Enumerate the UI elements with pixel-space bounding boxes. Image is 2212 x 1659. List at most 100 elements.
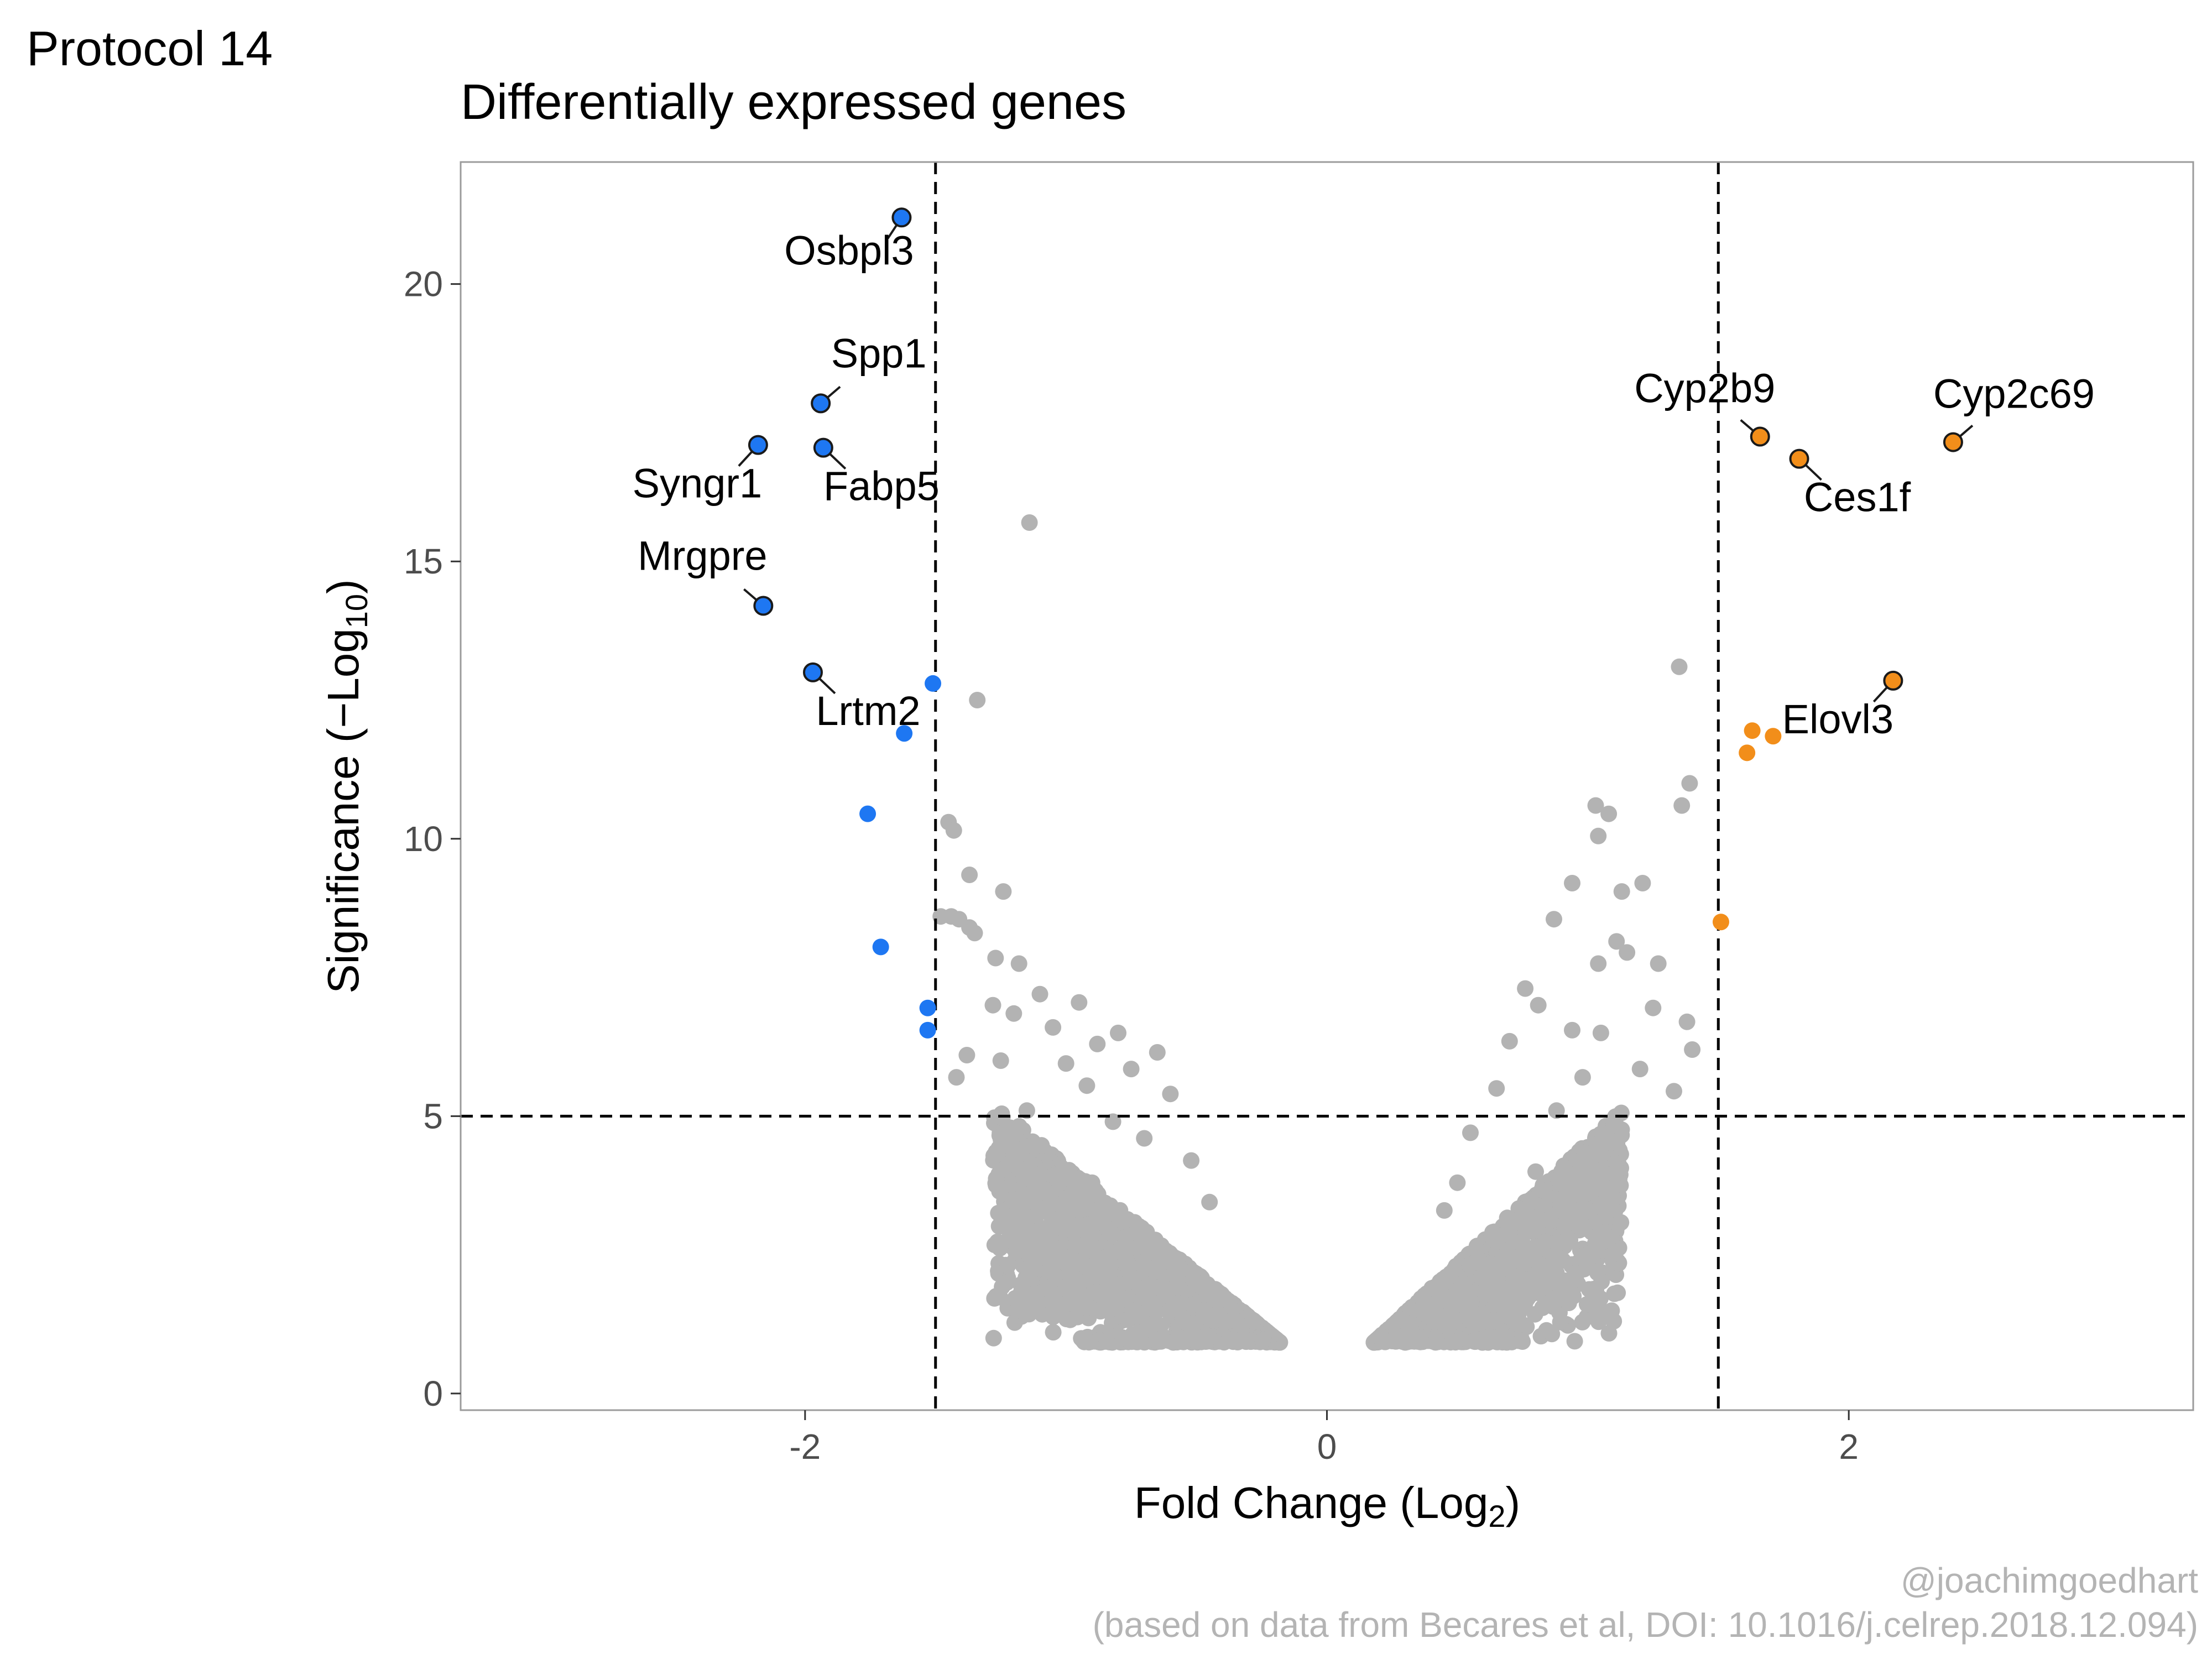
gray-point xyxy=(1015,1164,1032,1181)
significant-points xyxy=(859,675,1782,1039)
gray-point xyxy=(1470,1251,1487,1268)
chart-title: Differentially expressed genes xyxy=(461,75,1126,130)
gray-point xyxy=(961,867,978,883)
y-tick-label: 15 xyxy=(404,541,443,581)
gray-point xyxy=(1089,1249,1107,1266)
gray-point xyxy=(1045,1308,1062,1326)
downregulated-labeled-point xyxy=(802,662,823,682)
gray-point xyxy=(969,692,986,708)
gray-point xyxy=(1603,1229,1620,1246)
x-tick-label: -2 xyxy=(789,1427,821,1467)
gray-point xyxy=(1600,1325,1618,1342)
gray-point xyxy=(1598,1193,1615,1210)
upregulated-labeled-point xyxy=(1789,448,1809,469)
downregulated-point xyxy=(925,675,942,692)
gray-point xyxy=(1561,1166,1577,1183)
gray-point xyxy=(1486,1232,1504,1249)
gray-point xyxy=(1558,1196,1575,1213)
gray-point xyxy=(1178,1331,1196,1348)
gray-point xyxy=(1552,1313,1569,1331)
gray-point xyxy=(1183,1152,1200,1169)
gray-point xyxy=(1595,1174,1612,1191)
gray-point xyxy=(1574,1220,1592,1237)
gray-point xyxy=(1530,997,1547,1014)
gray-point xyxy=(1525,1247,1542,1264)
gray-point xyxy=(1133,1308,1150,1326)
gray-point xyxy=(1547,1251,1564,1269)
downregulated-point xyxy=(919,999,936,1016)
gray-point xyxy=(1119,1254,1136,1271)
gray-point xyxy=(1094,1268,1111,1285)
gray-point xyxy=(1650,955,1667,972)
gray-point xyxy=(1037,1184,1054,1201)
gray-point xyxy=(1504,1212,1521,1229)
gene-label: Elovl3 xyxy=(1782,696,1894,742)
gray-point xyxy=(1185,1271,1202,1288)
gray-point xyxy=(1045,1019,1062,1036)
gray-point xyxy=(1684,1041,1701,1058)
gray-point xyxy=(1172,1266,1189,1283)
gray-point xyxy=(1443,1303,1460,1320)
downregulated-point xyxy=(859,805,877,822)
nonsignificant-points xyxy=(932,514,1701,1351)
gray-point xyxy=(1150,1261,1167,1279)
downregulated-labeled-point xyxy=(753,596,774,616)
upregulated-point xyxy=(1744,722,1761,739)
gray-point xyxy=(1042,1229,1060,1246)
gray-point xyxy=(1673,797,1691,814)
gray-point xyxy=(1053,1210,1070,1227)
gray-point xyxy=(1546,911,1562,928)
gene-label: Spp1 xyxy=(831,330,927,376)
gray-point xyxy=(1590,1313,1607,1331)
gray-point xyxy=(1076,1333,1093,1350)
protocol-label: Protocol 14 xyxy=(27,21,273,76)
downregulated-labeled-point xyxy=(891,207,912,228)
gray-point xyxy=(1107,1284,1124,1301)
gray-point xyxy=(1037,1203,1054,1220)
gray-point xyxy=(1488,1080,1505,1097)
y-tick-label: 0 xyxy=(423,1374,443,1413)
gray-point xyxy=(1671,658,1688,675)
gene-label: Syngr1 xyxy=(633,461,762,507)
gray-point xyxy=(1123,1061,1140,1078)
gray-point xyxy=(1430,1332,1447,1349)
gray-point xyxy=(1566,1333,1583,1350)
upregulated-point xyxy=(1739,744,1756,761)
gray-point xyxy=(1146,1279,1164,1296)
gray-point xyxy=(1219,1292,1237,1310)
gray-point xyxy=(1014,1303,1031,1321)
gray-point xyxy=(999,1257,1016,1274)
gray-point xyxy=(1666,1083,1682,1100)
gray-point xyxy=(1119,1311,1136,1328)
gray-point xyxy=(1444,1333,1461,1350)
gray-point xyxy=(1149,1044,1166,1061)
gray-point xyxy=(1441,1267,1458,1284)
gray-point xyxy=(1032,1249,1050,1266)
gray-point xyxy=(1448,1283,1465,1300)
gray-point xyxy=(1077,1218,1094,1235)
gray-point xyxy=(1132,1222,1149,1239)
gray-point xyxy=(1548,1102,1565,1119)
x-axis-title: Fold Change (Log2) xyxy=(1134,1478,1520,1533)
gray-point xyxy=(985,1329,1002,1347)
gray-point xyxy=(989,1233,1006,1250)
gray-point xyxy=(1613,883,1630,900)
gray-point xyxy=(1473,1333,1490,1350)
gray-point xyxy=(1564,1021,1580,1039)
gray-point xyxy=(1089,1035,1106,1052)
gray-point xyxy=(1083,1174,1100,1191)
gray-point xyxy=(1150,1239,1167,1256)
x-tick-label: 2 xyxy=(1839,1427,1859,1467)
gray-point xyxy=(1557,1281,1574,1298)
gray-point xyxy=(1631,1061,1648,1078)
downregulated-point xyxy=(896,725,913,742)
gray-point xyxy=(1573,1151,1590,1168)
gray-point xyxy=(1582,1175,1599,1192)
gray-point xyxy=(1024,1286,1041,1303)
gray-point xyxy=(1592,1024,1609,1041)
gray-point xyxy=(1536,1182,1553,1199)
gray-point xyxy=(1092,1303,1109,1320)
gray-point xyxy=(966,925,983,942)
gray-point xyxy=(958,1047,975,1063)
